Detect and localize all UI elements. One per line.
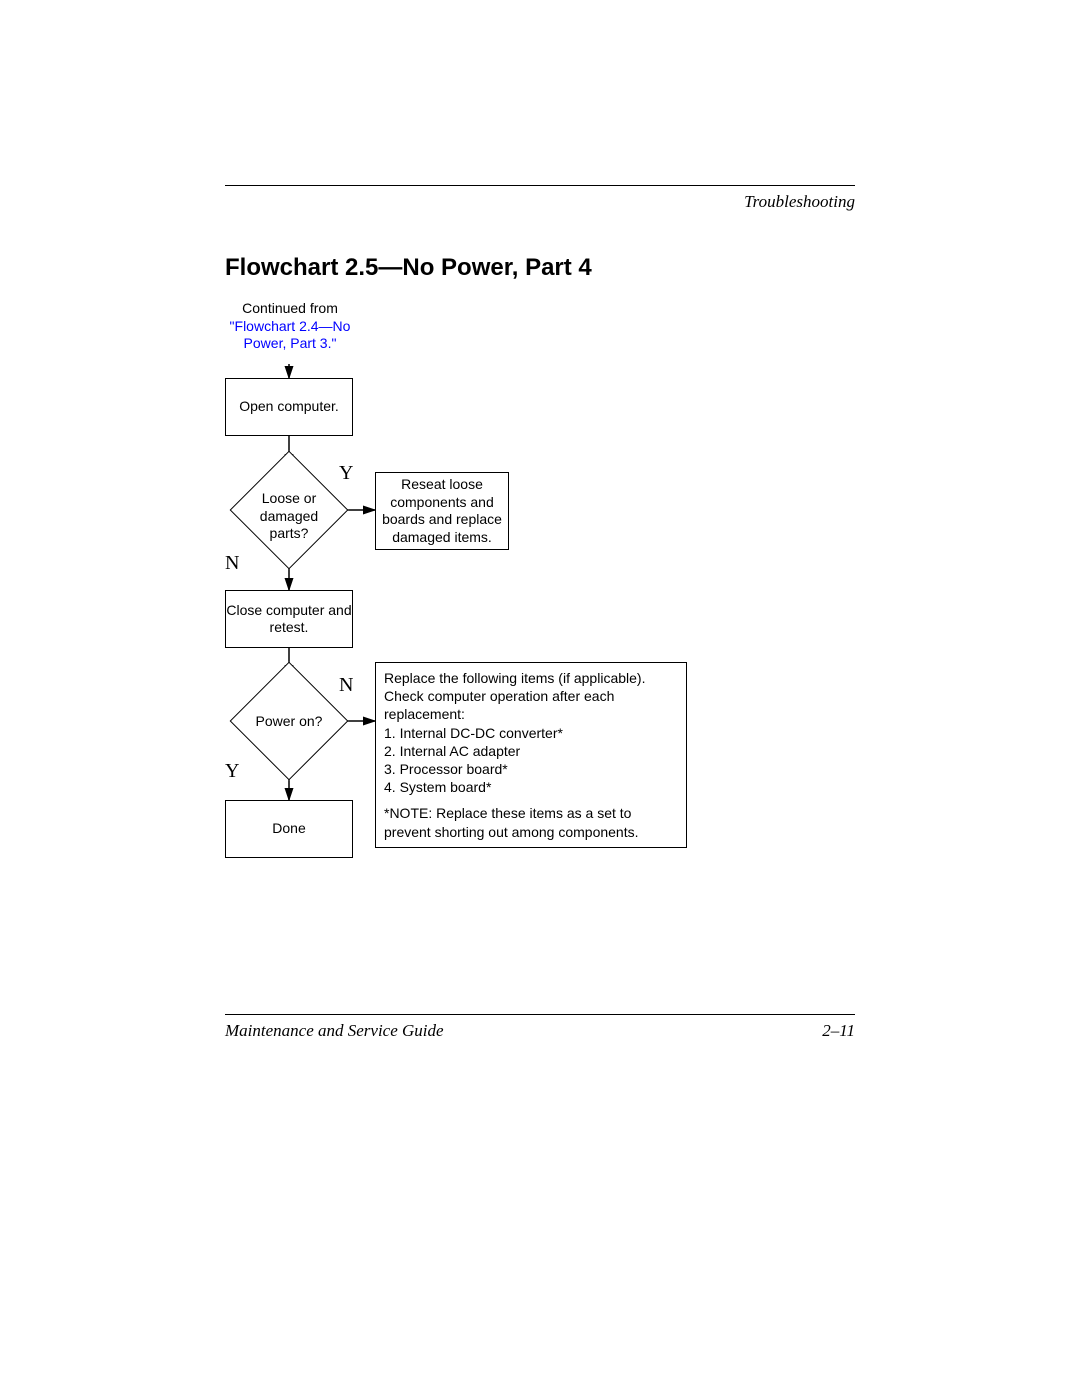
replace-l5: 4. System board* [384, 778, 678, 796]
footer-left: Maintenance and Service Guide [225, 1021, 444, 1041]
node-open: Open computer. [225, 378, 353, 436]
flowchart: Continued from "Flowchart 2.4—No Power, … [225, 300, 855, 940]
spacer [384, 796, 678, 804]
node-reseat: Reseat loose components and boards and r… [375, 472, 509, 550]
label-n2: N [339, 674, 353, 697]
label-n1: N [225, 552, 239, 575]
node-start: Continued from "Flowchart 2.4—No Power, … [225, 300, 355, 353]
page-title: Flowchart 2.5—No Power, Part 4 [225, 254, 855, 282]
replace-l6: *NOTE: Replace these items as a set to p… [384, 804, 678, 840]
label-y2: Y [225, 760, 239, 783]
replace-l1: Replace the following items (if applicab… [384, 669, 678, 724]
footer-rule [225, 1014, 855, 1015]
node-close: Close computer and retest. [225, 590, 353, 648]
start-prefix: Continued from [242, 300, 338, 316]
node-close-text: Close computer and retest. [226, 602, 352, 637]
node-open-text: Open computer. [239, 398, 339, 416]
running-head: Troubleshooting [225, 192, 855, 212]
node-loose-label: Loose or damaged parts? [239, 490, 339, 543]
node-done: Done [225, 800, 353, 858]
header-rule [225, 185, 855, 186]
node-done-text: Done [272, 820, 305, 838]
footer: Maintenance and Service Guide 2–11 [225, 1014, 855, 1041]
replace-l3: 2. Internal AC adapter [384, 742, 678, 760]
replace-l2: 1. Internal DC-DC converter* [384, 724, 678, 742]
start-link[interactable]: "Flowchart 2.4—No Power, Part 3." [230, 318, 351, 352]
footer-right: 2–11 [822, 1021, 855, 1041]
node-replace: Replace the following items (if applicab… [375, 662, 687, 848]
node-power-label: Power on? [239, 713, 339, 731]
node-reseat-text: Reseat loose components and boards and r… [380, 476, 504, 546]
replace-l4: 3. Processor board* [384, 760, 678, 778]
label-y1: Y [339, 462, 353, 485]
